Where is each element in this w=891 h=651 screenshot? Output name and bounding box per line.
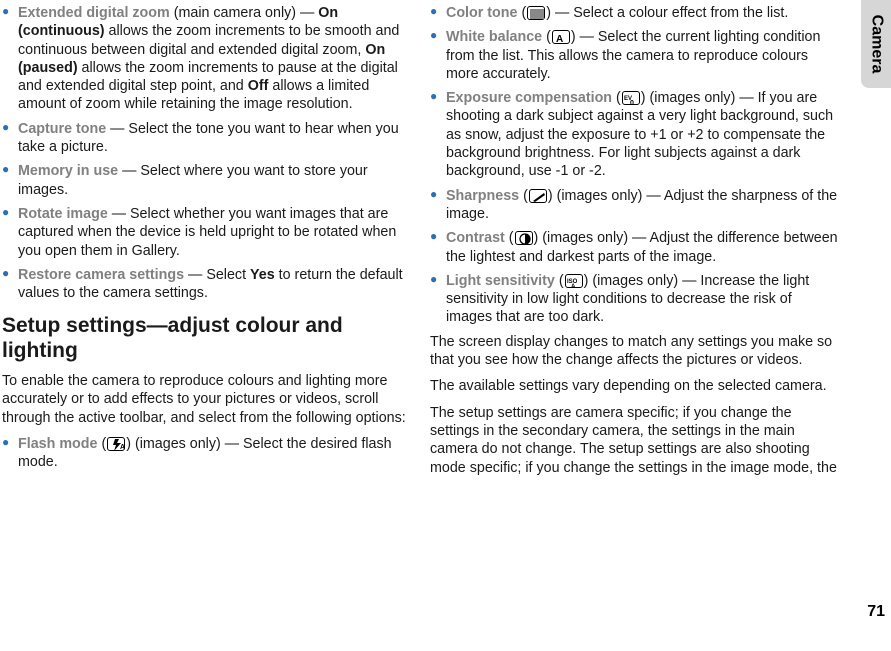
contrast-icon [515,231,533,245]
page-number: 71 [867,603,885,621]
item-contrast: Contrast () (images only) — Adjust the d… [430,229,838,266]
term: Extended digital zoom [18,5,170,21]
paren-open: ( [521,5,526,21]
section-heading: Setup settings—adjust colour and lightin… [2,314,410,364]
term: Exposure compensation [446,90,612,106]
settings-list-2: Flash mode (A) (images only) — Select th… [2,435,410,472]
page: Extended digital zoom (main camera only)… [0,0,848,651]
iso-icon: ISOA [565,274,583,288]
body-para: The screen display changes to match any … [430,333,838,370]
term: Capture tone [18,121,106,137]
settings-list-1: Extended digital zoom (main camera only)… [2,4,410,302]
item-restore: Restore camera settings — Select Yes to … [2,266,410,303]
svg-text:A: A [120,444,125,451]
term: Restore camera settings [18,267,184,283]
term: Sharpness [446,188,519,204]
term: Color tone [446,5,517,21]
body-para: The available settings vary depending on… [430,377,838,395]
right-column: Color tone () — Select a colour effect f… [424,0,848,651]
term: Light sensitivity [446,273,555,289]
paren-open: ( [546,29,551,45]
svg-text:A: A [556,34,563,45]
svg-text:0: 0 [630,100,634,106]
body-para: The setup settings are camera specific; … [430,404,838,477]
svg-text:A: A [571,284,576,289]
item-exposure: Exposure compensation (EV0) (images only… [430,89,838,180]
term: Contrast [446,230,505,246]
side-tab-label: Camera [867,15,885,74]
flash-icon: A [107,437,125,451]
item-color-tone: Color tone () — Select a colour effect f… [430,4,838,22]
paren-open: ( [559,273,564,289]
text: — Select [184,267,250,283]
left-column: Extended digital zoom (main camera only)… [0,0,424,651]
exposure-icon: EV0 [622,91,640,105]
term-inline: Yes [250,267,275,283]
item-memory-in-use: Memory in use — Select where you want to… [2,162,410,199]
paren-open: ( [509,230,514,246]
item-white-balance: White balance (A) — Select the current l… [430,28,838,83]
text: — Select a colour effect from the list. [551,5,788,21]
term: White balance [446,29,542,45]
paren-open: ( [523,188,528,204]
text: (images only) — Adjust the difference be… [446,230,838,264]
term-inline: Off [248,78,269,94]
white-balance-icon: A [552,30,570,44]
settings-list-3: Color tone () — Select a colour effect f… [430,4,838,327]
term: Rotate image [18,206,108,222]
item-sharpness: Sharpness () (images only) — Adjust the … [430,187,838,224]
paren-open: ( [616,90,621,106]
item-ext-zoom: Extended digital zoom (main camera only)… [2,4,410,114]
paren-open: ( [101,436,106,452]
item-light-sens: Light sensitivity (ISOA) (images only) —… [430,272,838,327]
side-tab: Camera [861,0,891,88]
section-intro: To enable the camera to reproduce colour… [2,372,410,427]
term: Memory in use [18,163,118,179]
term: Flash mode [18,436,97,452]
text: (main camera only) — [170,5,319,21]
item-rotate-image: Rotate image — Select whether you want i… [2,205,410,260]
item-flash-mode: Flash mode (A) (images only) — Select th… [2,435,410,472]
sharpness-icon [529,189,547,203]
item-capture-tone: Capture tone — Select the tone you want … [2,120,410,157]
color-tone-icon [527,6,545,20]
